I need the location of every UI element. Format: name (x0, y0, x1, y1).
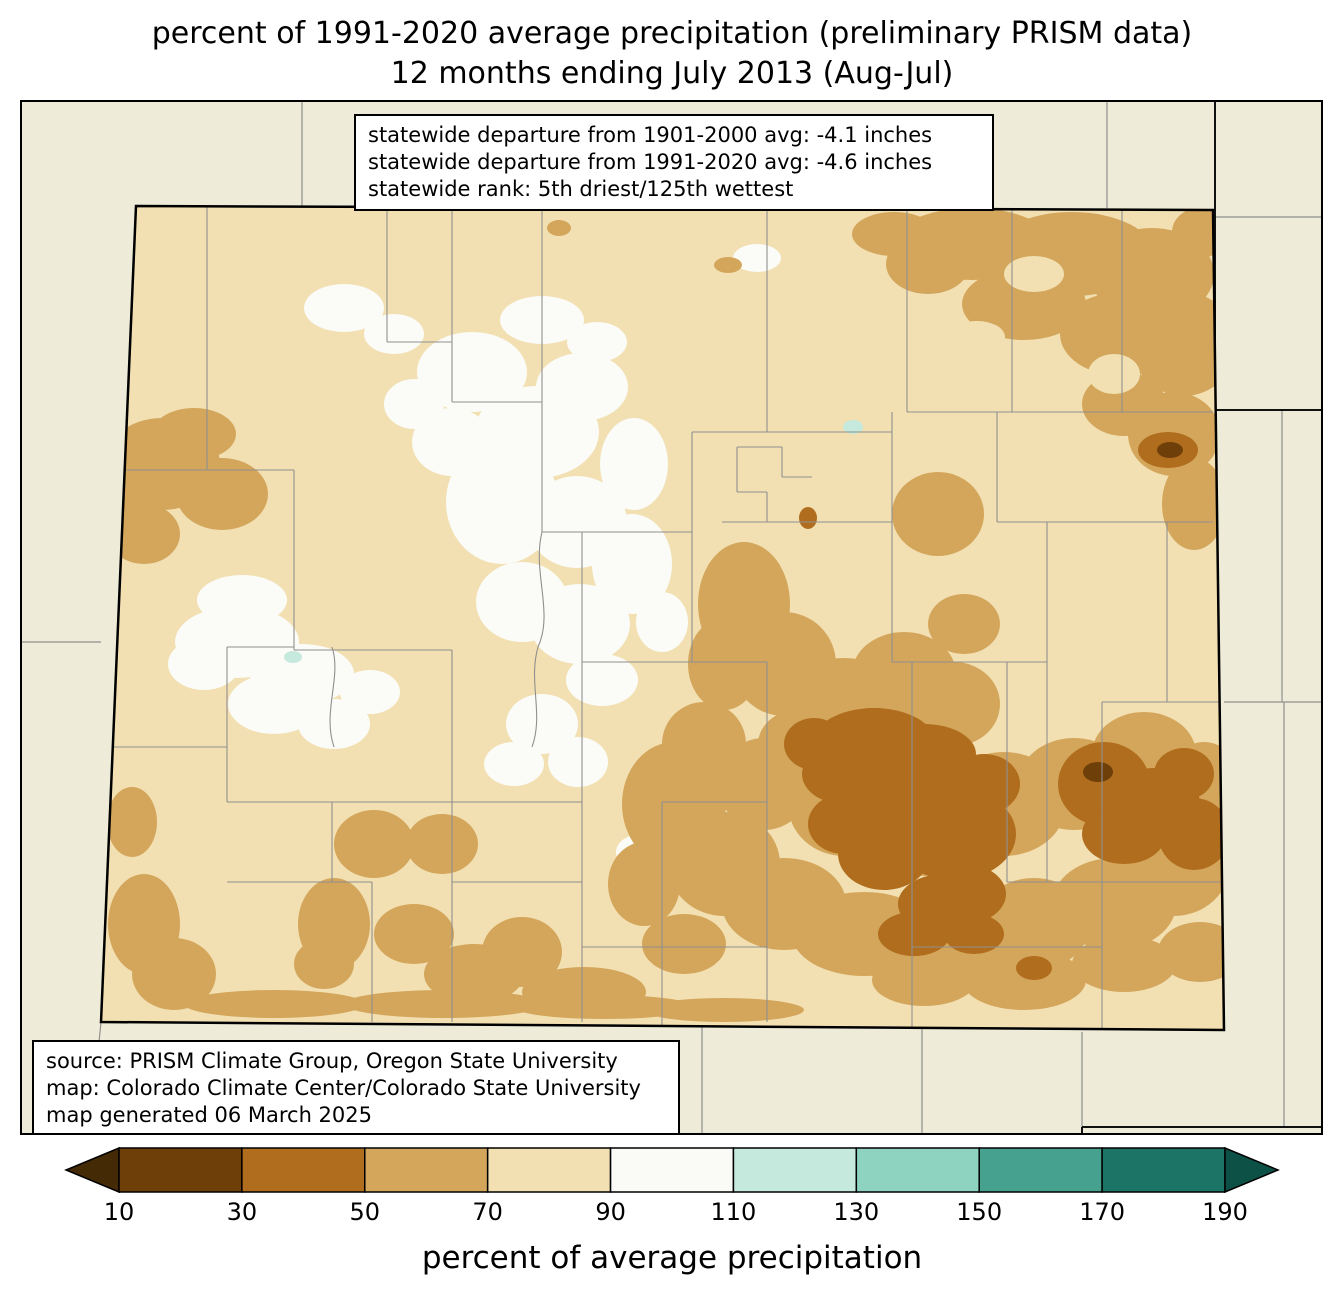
map-title-line1: percent of 1991-2020 average precipitati… (151, 16, 1193, 51)
stats-line-1: statewide departure from 1901-2000 avg: … (368, 123, 933, 147)
colorbar-tick-150: 150 (956, 1198, 1003, 1226)
county-boundary-lines-denver-cluster (722, 446, 812, 523)
colorbar (64, 1147, 1280, 1193)
county-boundary-lines (101, 206, 1224, 1030)
colorbar-tick-190: 190 (1202, 1198, 1248, 1226)
precip-region-110-130 (284, 420, 863, 663)
colorbar-segment-130-150 (855, 1147, 980, 1193)
colorbar-tick-row: 10 30 50 70 90 110 130 150 170 190 (64, 1198, 1280, 1230)
stats-line-3: statewide rank: 5th driest/125th wettest (368, 176, 794, 201)
precip-region-70-90-holes (949, 256, 1140, 394)
statewide-stats-box: statewide departure from 1901-2000 avg: … (354, 114, 994, 211)
colorbar-segment-70-90 (486, 1147, 612, 1193)
colorbar-segment-170-190 (1101, 1147, 1226, 1193)
colorbar-segment-150-170 (978, 1147, 1103, 1193)
map-canvas (22, 102, 1321, 1133)
source-attribution-box: source: PRISM Climate Group, Oregon Stat… (32, 1040, 680, 1133)
colorbar-tick-90: 90 (595, 1198, 626, 1226)
source-line-3: map generated 06 March 2025 (46, 1102, 373, 1127)
county-boundary-lines-mountain (329, 531, 545, 748)
colorbar-over-arrow (1224, 1147, 1280, 1193)
neighbor-state-borders (1081, 102, 1321, 1133)
colorbar-segment-110-130 (732, 1147, 858, 1193)
colorado-precipitation-map: statewide departure from 1901-2000 avg: … (20, 100, 1323, 1135)
colorbar-axis-label: percent of average precipitation (421, 1240, 923, 1276)
source-line-2: map: Colorado Climate Center/Colorado St… (46, 1075, 641, 1100)
colorbar-segment-50-70 (364, 1147, 489, 1193)
colorbar-tick-30: 30 (226, 1198, 258, 1226)
colorbar-tick-10: 10 (103, 1198, 135, 1226)
colorbar-tick-50: 50 (349, 1198, 381, 1226)
precip-region-90-110 (168, 244, 781, 870)
source-line-1: source: PRISM Climate Group, Oregon Stat… (46, 1049, 618, 1073)
map-title-line2: 12 months ending July 2013 (Aug-Jul) (390, 56, 954, 91)
colorbar-tick-130: 130 (833, 1198, 880, 1226)
colorbar-segment-30-50 (241, 1147, 366, 1193)
colorbar-under-arrow (64, 1147, 120, 1193)
colorbar-tick-70: 70 (472, 1198, 503, 1226)
colorbar-segment-90-110 (609, 1147, 735, 1193)
precip-region-30-50 (784, 432, 1224, 980)
stats-line-2: statewide departure from 1991-2020 avg: … (368, 149, 933, 174)
colorbar-tick-110: 110 (710, 1198, 757, 1226)
colorbar-tick-170: 170 (1079, 1198, 1125, 1226)
precip-region-10-30 (1083, 442, 1183, 782)
colorbar-segment-10-30 (118, 1147, 243, 1193)
